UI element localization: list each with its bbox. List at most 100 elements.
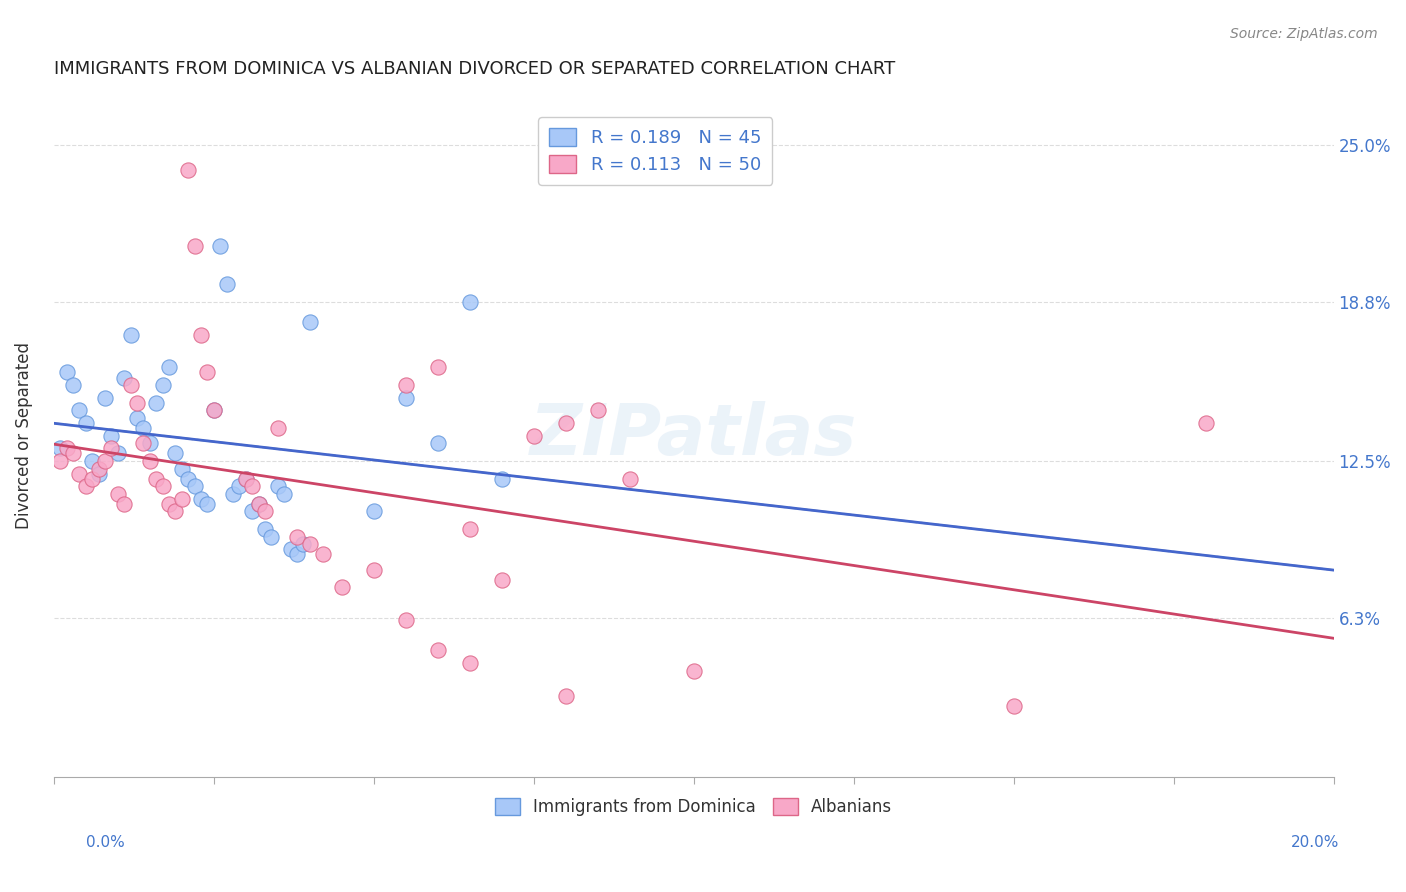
Point — [228, 479, 250, 493]
Point — [170, 491, 193, 506]
Point — [267, 479, 290, 493]
Point — [190, 327, 212, 342]
Point — [112, 370, 135, 384]
Point — [215, 277, 238, 291]
Point — [260, 530, 283, 544]
Point — [209, 239, 232, 253]
Point — [273, 487, 295, 501]
Point — [107, 487, 129, 501]
Point — [152, 378, 174, 392]
Point — [139, 454, 162, 468]
Point — [247, 497, 270, 511]
Point — [458, 522, 481, 536]
Point — [145, 396, 167, 410]
Point — [330, 580, 353, 594]
Point — [298, 537, 321, 551]
Text: Source: ZipAtlas.com: Source: ZipAtlas.com — [1230, 27, 1378, 41]
Point — [55, 442, 77, 456]
Point — [62, 378, 84, 392]
Point — [395, 391, 418, 405]
Text: IMMIGRANTS FROM DOMINICA VS ALBANIAN DIVORCED OR SEPARATED CORRELATION CHART: IMMIGRANTS FROM DOMINICA VS ALBANIAN DIV… — [53, 60, 896, 78]
Point — [285, 530, 308, 544]
Point — [165, 504, 187, 518]
Point — [87, 461, 110, 475]
Point — [125, 396, 148, 410]
Point — [458, 294, 481, 309]
Point — [55, 366, 77, 380]
Text: ZIPatlas: ZIPatlas — [530, 401, 858, 470]
Point — [100, 442, 122, 456]
Point — [586, 403, 609, 417]
Point — [49, 454, 72, 468]
Point — [139, 436, 162, 450]
Point — [197, 497, 219, 511]
Point — [152, 479, 174, 493]
Point — [170, 461, 193, 475]
Point — [132, 436, 155, 450]
Point — [87, 467, 110, 481]
Point — [177, 163, 200, 178]
Point — [112, 497, 135, 511]
Point — [202, 403, 225, 417]
Point — [1194, 416, 1216, 430]
Point — [67, 467, 90, 481]
Point — [426, 436, 449, 450]
Point — [94, 454, 117, 468]
Point — [253, 504, 276, 518]
Point — [363, 563, 385, 577]
Point — [94, 391, 117, 405]
Point — [222, 487, 245, 501]
Point — [235, 472, 257, 486]
Point — [67, 403, 90, 417]
Point — [240, 479, 263, 493]
Point — [190, 491, 212, 506]
Point — [157, 497, 180, 511]
Point — [395, 613, 418, 627]
Point — [298, 315, 321, 329]
Point — [523, 428, 546, 442]
Point — [107, 446, 129, 460]
Point — [247, 497, 270, 511]
Legend: Immigrants from Dominica, Albanians: Immigrants from Dominica, Albanians — [488, 791, 898, 823]
Point — [125, 411, 148, 425]
Point — [395, 378, 418, 392]
Point — [280, 542, 302, 557]
Point — [491, 472, 513, 486]
Point — [82, 454, 104, 468]
Point — [240, 504, 263, 518]
Point — [183, 239, 205, 253]
Point — [682, 664, 704, 678]
Point — [458, 656, 481, 670]
Point — [157, 360, 180, 375]
Point — [132, 421, 155, 435]
Point — [1002, 699, 1025, 714]
Text: 20.0%: 20.0% — [1291, 836, 1339, 850]
Point — [75, 416, 97, 430]
Point — [75, 479, 97, 493]
Point — [554, 689, 576, 703]
Point — [235, 472, 257, 486]
Point — [426, 360, 449, 375]
Point — [491, 573, 513, 587]
Point — [165, 446, 187, 460]
Point — [120, 378, 142, 392]
Point — [49, 442, 72, 456]
Point — [183, 479, 205, 493]
Point — [292, 537, 315, 551]
Point — [554, 416, 576, 430]
Text: 0.0%: 0.0% — [86, 836, 125, 850]
Y-axis label: Divorced or Separated: Divorced or Separated — [15, 343, 32, 529]
Point — [120, 327, 142, 342]
Point — [311, 548, 333, 562]
Point — [253, 522, 276, 536]
Point — [285, 548, 308, 562]
Point — [62, 446, 84, 460]
Point — [363, 504, 385, 518]
Point — [100, 428, 122, 442]
Point — [177, 472, 200, 486]
Point — [197, 366, 219, 380]
Point — [619, 472, 641, 486]
Point — [82, 472, 104, 486]
Point — [267, 421, 290, 435]
Point — [202, 403, 225, 417]
